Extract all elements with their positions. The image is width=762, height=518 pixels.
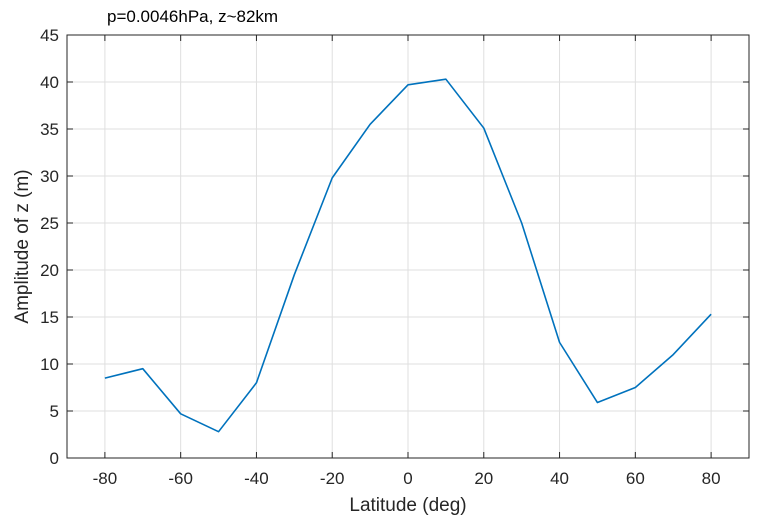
- x-tick-label: -60: [168, 469, 193, 488]
- y-tick-label: 30: [40, 167, 59, 186]
- x-tick-label: 0: [403, 469, 412, 488]
- y-tick-label: 35: [40, 120, 59, 139]
- series-layer: [104, 78, 712, 433]
- x-tick-label: -20: [320, 469, 345, 488]
- x-tick-label: -80: [93, 469, 118, 488]
- x-tick-label: -40: [244, 469, 269, 488]
- chart-title: p=0.0046hPa, z~82km: [107, 7, 278, 26]
- grid: [67, 34, 749, 459]
- y-tick-label: 10: [40, 355, 59, 374]
- y-axis-label: Amplitude of z (m): [12, 169, 33, 323]
- y-tick-label: 0: [50, 449, 59, 468]
- x-tick-label: 60: [626, 469, 645, 488]
- axis-ticks: -80 -60 -40 -20 0 20 40 60 80 0 5 10 15 20 25 30 35 40 45: [40, 26, 749, 488]
- x-tick-label: 80: [702, 469, 721, 488]
- y-tick-label: 45: [40, 26, 59, 45]
- x-axis-label: Latitude (deg): [349, 495, 466, 516]
- x-tick-label: 40: [550, 469, 569, 488]
- y-tick-label: 15: [40, 308, 59, 327]
- y-tick-label: 25: [40, 214, 59, 233]
- y-tick-label: 5: [50, 402, 59, 421]
- x-tick-label: 20: [474, 469, 493, 488]
- y-tick-label: 40: [40, 73, 59, 92]
- y-tick-label: 20: [40, 261, 59, 280]
